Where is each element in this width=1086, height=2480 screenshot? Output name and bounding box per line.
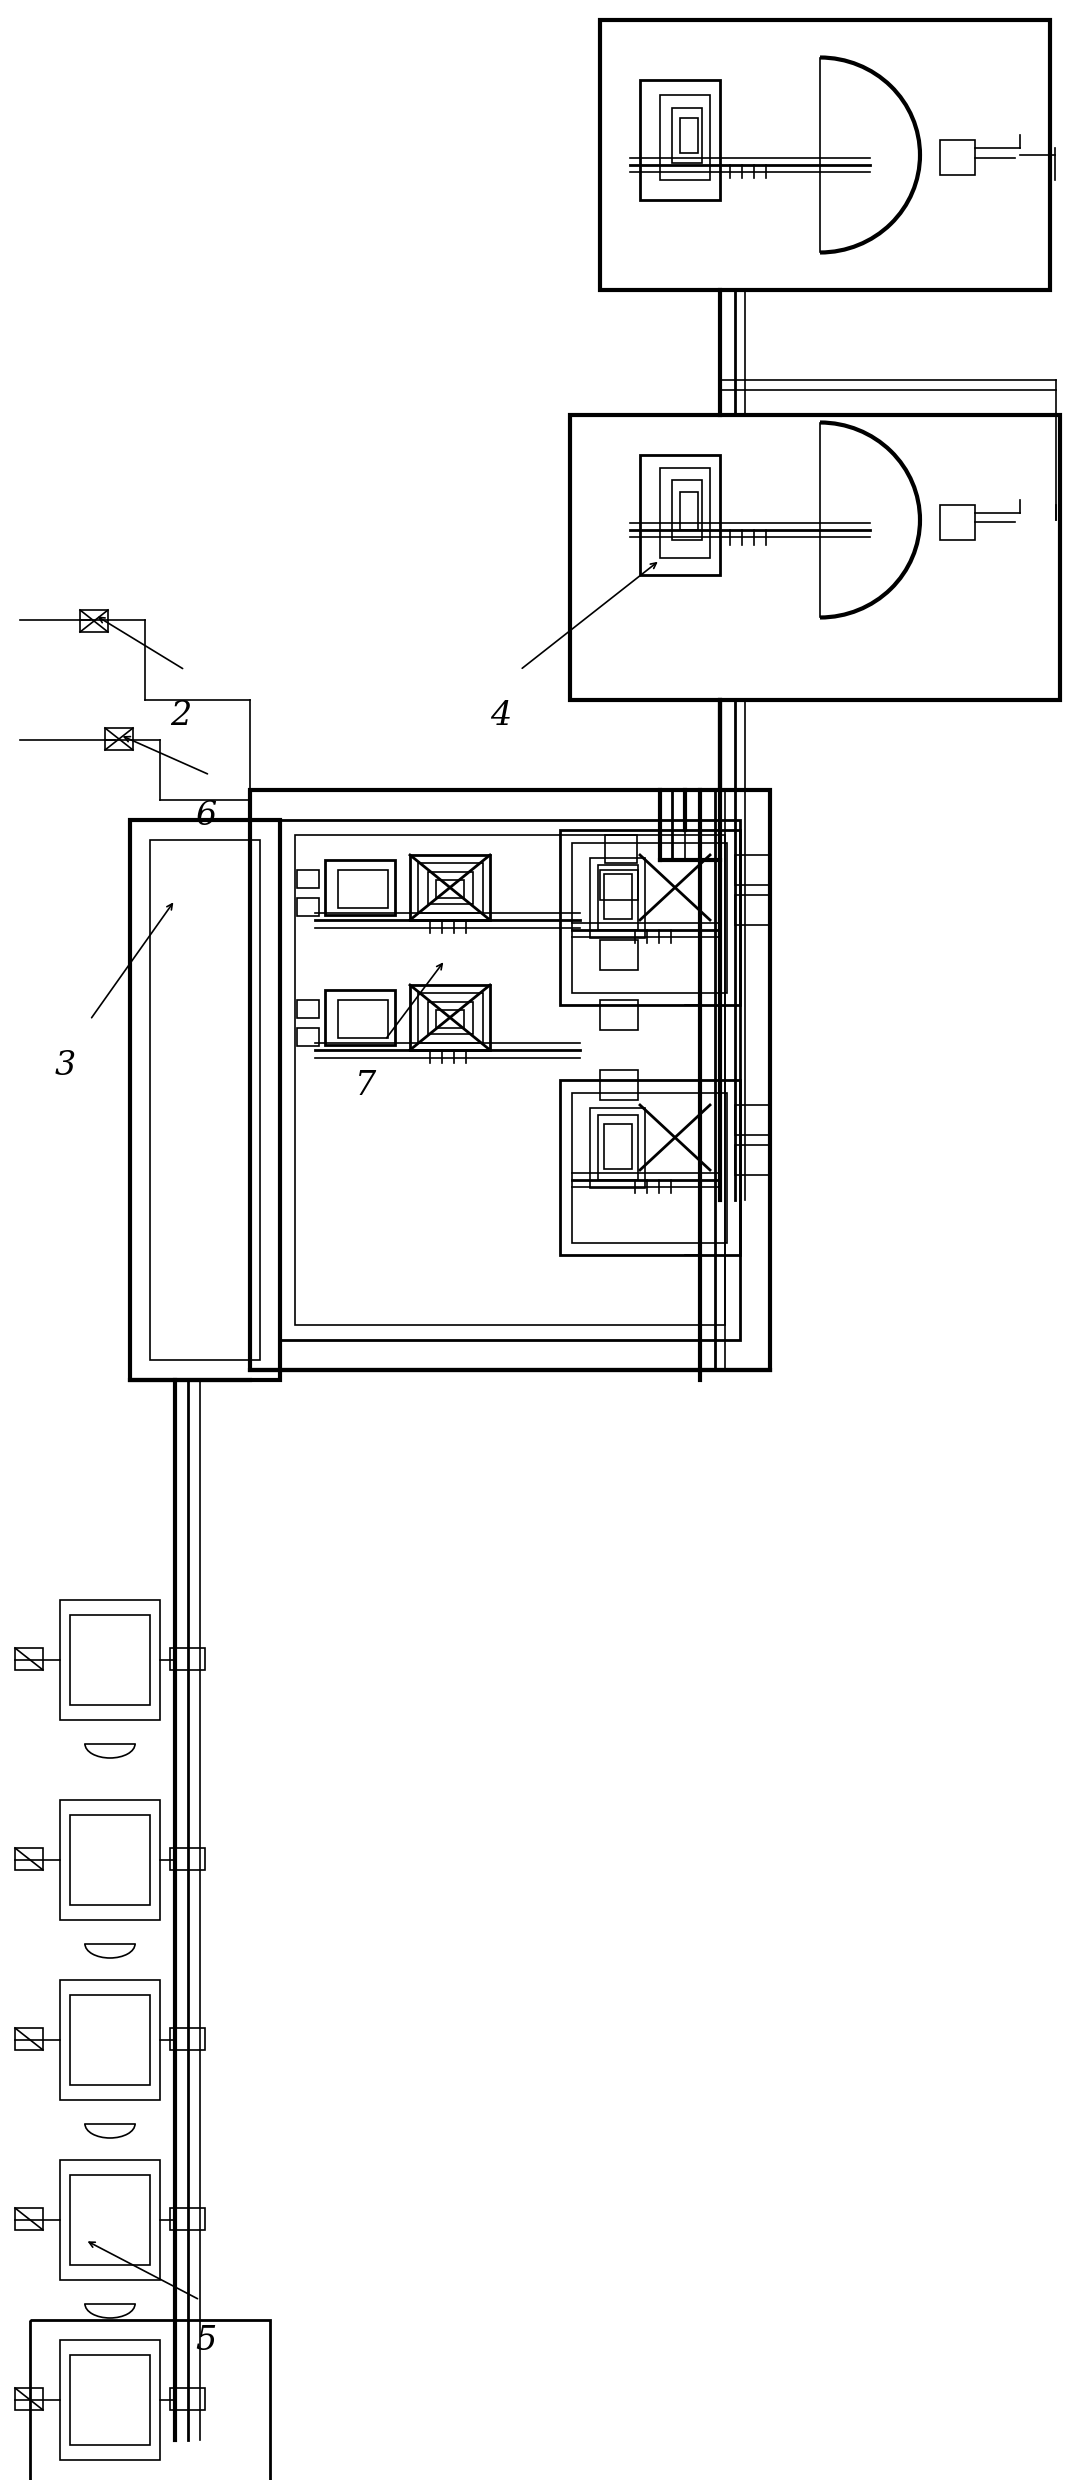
Bar [640, 454, 720, 575]
Bar [60, 1979, 160, 2101]
Bar [599, 999, 637, 1029]
Bar [70, 1994, 150, 2086]
Bar [411, 985, 490, 1049]
Bar [599, 1069, 637, 1101]
Bar [572, 843, 727, 992]
Bar [70, 2356, 150, 2445]
Bar [428, 1002, 473, 1034]
Bar [295, 836, 725, 1324]
Bar [15, 1649, 43, 1669]
Bar [325, 861, 395, 915]
Bar [60, 1600, 160, 1721]
Bar [80, 610, 108, 632]
Text: 7: 7 [355, 1069, 376, 1101]
Bar [570, 414, 1060, 699]
Bar [325, 990, 395, 1044]
Bar [605, 836, 637, 863]
Bar [130, 821, 280, 1379]
Bar [598, 866, 637, 930]
Bar [60, 1800, 160, 1920]
Bar [15, 2029, 43, 2051]
Text: 4: 4 [490, 699, 512, 732]
Bar [70, 1614, 150, 1706]
Bar [572, 1094, 727, 1242]
Bar [640, 79, 720, 201]
Bar [15, 1848, 43, 1870]
Bar [604, 1123, 632, 1168]
Bar [296, 1029, 319, 1047]
Bar [660, 469, 710, 558]
Bar [735, 856, 770, 885]
Bar [171, 2029, 205, 2051]
Bar [296, 898, 319, 915]
Bar [435, 880, 464, 898]
Bar [250, 791, 770, 1369]
Bar [60, 2341, 160, 2460]
Bar [418, 992, 483, 1044]
Bar [680, 491, 698, 531]
Bar [735, 895, 770, 925]
Bar [599, 20, 1050, 290]
Text: 2: 2 [171, 699, 191, 732]
Text: 6: 6 [195, 801, 216, 831]
Bar [560, 1079, 740, 1255]
Bar [940, 139, 975, 176]
Bar [598, 1116, 637, 1180]
Bar [150, 841, 260, 1359]
Bar [30, 2319, 270, 2480]
Bar [680, 119, 698, 154]
Bar [735, 1106, 770, 1136]
Bar [105, 729, 132, 749]
Bar [560, 831, 740, 1004]
Bar [338, 870, 388, 908]
Bar [418, 863, 483, 913]
Bar [15, 2207, 43, 2230]
Bar [604, 873, 632, 920]
Bar [660, 94, 710, 181]
Bar [296, 870, 319, 888]
Bar [15, 2388, 43, 2411]
Bar [411, 856, 490, 920]
Bar [171, 1649, 205, 1669]
Bar [590, 1109, 645, 1188]
Bar [940, 506, 975, 541]
Bar [435, 1009, 464, 1029]
Bar [672, 481, 702, 541]
Bar [338, 999, 388, 1039]
Bar [599, 870, 637, 900]
Bar [171, 1848, 205, 1870]
Bar [60, 2160, 160, 2279]
Bar [672, 109, 702, 164]
Bar [296, 999, 319, 1017]
Bar [599, 940, 637, 970]
Bar [70, 2175, 150, 2264]
Text: 5: 5 [195, 2326, 216, 2356]
Bar [590, 858, 645, 937]
Bar [171, 2207, 205, 2230]
Bar [735, 1146, 770, 1176]
Text: 3: 3 [55, 1049, 76, 1081]
Bar [280, 821, 740, 1339]
Bar [70, 1815, 150, 1905]
Bar [428, 873, 473, 905]
Bar [171, 2388, 205, 2411]
